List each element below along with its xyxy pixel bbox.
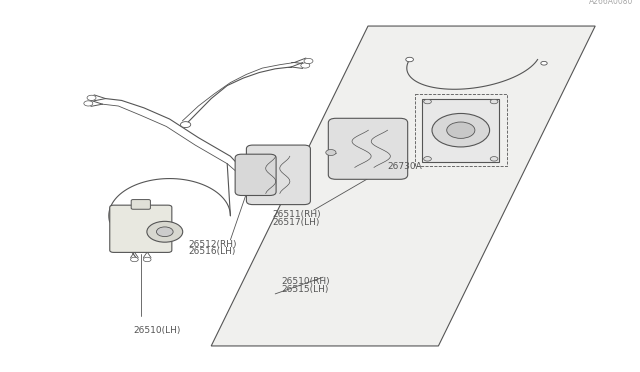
Polygon shape <box>211 26 595 346</box>
FancyBboxPatch shape <box>246 145 310 205</box>
Text: 26730A: 26730A <box>387 162 422 171</box>
FancyBboxPatch shape <box>235 154 276 195</box>
FancyBboxPatch shape <box>131 199 150 209</box>
Circle shape <box>147 221 183 242</box>
Circle shape <box>541 61 547 65</box>
Circle shape <box>490 99 498 104</box>
Text: 26515(LH): 26515(LH) <box>282 285 329 294</box>
Circle shape <box>304 58 313 64</box>
Circle shape <box>180 122 191 128</box>
Text: 26517(LH): 26517(LH) <box>272 218 319 227</box>
Circle shape <box>424 157 431 161</box>
Text: A266A0080: A266A0080 <box>589 0 634 6</box>
Circle shape <box>490 157 498 161</box>
Circle shape <box>87 95 96 100</box>
FancyBboxPatch shape <box>110 205 172 252</box>
Circle shape <box>326 150 336 155</box>
Circle shape <box>84 101 93 106</box>
Text: 26512(RH): 26512(RH) <box>189 240 237 249</box>
Circle shape <box>447 122 475 138</box>
Text: 26510(RH): 26510(RH) <box>282 277 330 286</box>
Circle shape <box>157 227 173 237</box>
Circle shape <box>131 257 138 262</box>
Polygon shape <box>422 99 499 162</box>
Circle shape <box>143 257 151 262</box>
Text: 26516(LH): 26516(LH) <box>189 247 236 256</box>
Circle shape <box>424 99 431 104</box>
Circle shape <box>301 63 310 68</box>
Circle shape <box>432 113 490 147</box>
FancyBboxPatch shape <box>328 118 408 179</box>
Text: 26510(LH): 26510(LH) <box>133 326 180 334</box>
Text: 26511(RH): 26511(RH) <box>272 210 321 219</box>
Circle shape <box>406 57 413 62</box>
Bar <box>415 94 507 166</box>
